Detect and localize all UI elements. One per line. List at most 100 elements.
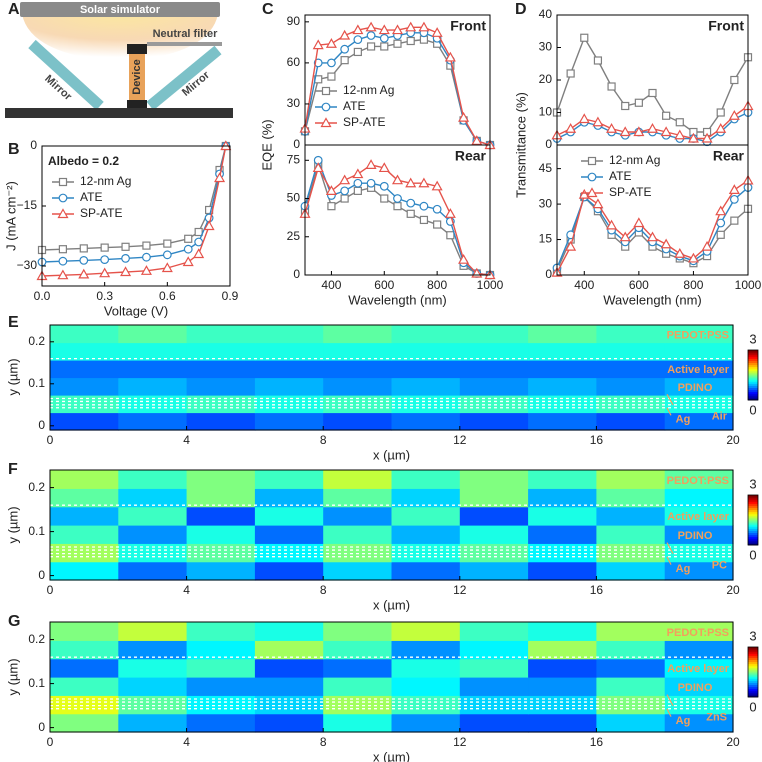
heat-cell <box>323 622 393 641</box>
colorbar-swatch <box>748 387 758 391</box>
colorbar-swatch <box>748 364 758 368</box>
marker <box>194 237 204 247</box>
colorbar-swatch <box>748 515 758 519</box>
marker <box>662 111 671 120</box>
marker <box>431 27 443 37</box>
lamp <box>20 2 220 17</box>
heat-cell <box>528 695 597 715</box>
heat-cell <box>254 470 324 489</box>
mirror <box>28 39 104 111</box>
heat-cell <box>50 640 119 660</box>
heat-cell <box>391 506 461 526</box>
marker <box>648 88 657 98</box>
marker <box>393 202 402 211</box>
colorbar-swatch <box>748 391 758 395</box>
marker <box>184 234 193 243</box>
heat-cell <box>596 658 666 678</box>
heat-cell <box>664 713 734 733</box>
marker <box>57 269 69 280</box>
colorbar-swatch <box>748 688 758 692</box>
colorbar-swatch <box>748 360 758 363</box>
heat-cell <box>50 677 119 696</box>
marker <box>458 253 470 264</box>
heat-cell <box>186 561 256 581</box>
heat-cell <box>391 525 461 544</box>
x-tick-label: 16 <box>590 735 604 749</box>
heat-cell <box>528 561 597 581</box>
colorbar-tick-label: 3 <box>749 476 756 491</box>
heat-cell <box>391 395 461 414</box>
heat-cell <box>118 677 188 696</box>
panel-letter: C <box>262 1 274 18</box>
heat-cell <box>391 360 461 379</box>
marker <box>674 248 686 258</box>
marker <box>366 31 376 40</box>
panel-letter: D <box>515 1 527 18</box>
heat-cell <box>118 543 188 563</box>
marker <box>203 220 215 231</box>
marker <box>312 39 324 50</box>
heat-cell <box>50 412 119 431</box>
marker <box>366 42 376 51</box>
marker <box>619 231 631 242</box>
y-axis-label: y (µm) <box>5 506 20 543</box>
label-arrow <box>666 694 674 706</box>
x-tick-label: 8 <box>320 433 327 447</box>
marker <box>214 172 226 183</box>
marker <box>391 24 404 35</box>
x-tick-label: 20 <box>726 583 740 597</box>
panel-letter: F <box>8 461 18 478</box>
y-axis-label: EQE (%) <box>259 119 274 170</box>
marker <box>140 265 152 275</box>
heat-cell <box>528 360 597 379</box>
colorbar-swatch <box>748 520 758 523</box>
x-tick-label: 1000 <box>735 278 762 292</box>
heat-cell <box>528 412 597 431</box>
y-tick-label: 90 <box>287 14 301 28</box>
heat-cell <box>391 377 461 396</box>
heat-cell <box>118 412 188 431</box>
marker <box>715 205 727 216</box>
x-tick-label: 1000 <box>477 278 504 292</box>
mirror <box>146 45 222 111</box>
marker <box>716 218 726 228</box>
marker <box>729 194 739 204</box>
heat-cell <box>528 543 597 563</box>
heat-cell <box>528 658 597 678</box>
y-tick-label: 30 <box>287 96 301 110</box>
marker <box>444 208 456 218</box>
heat-cell <box>254 377 324 396</box>
heat-cell <box>459 470 529 489</box>
x-tick-label: 12 <box>453 735 467 749</box>
layer-label: PDINO <box>678 530 713 542</box>
colorbar-swatch <box>748 393 758 397</box>
marker <box>100 255 110 265</box>
colorbar-swatch <box>748 383 758 386</box>
heat-cell <box>323 360 393 379</box>
marker <box>433 220 442 229</box>
colorbar-swatch <box>748 513 758 517</box>
x-axis-label: x (µm) <box>373 597 410 612</box>
y-tick-label: 0.2 <box>28 334 45 348</box>
heat-cell <box>528 713 597 733</box>
y-tick-label: 30 <box>539 40 553 54</box>
x-tick-label: 800 <box>427 278 447 292</box>
colorbar-swatch <box>748 542 758 546</box>
y-tick-label: 0.1 <box>28 676 45 690</box>
colorbar-swatch <box>748 663 758 667</box>
heat-cell <box>118 488 188 508</box>
heat-cell <box>323 412 393 431</box>
heat-cell <box>118 506 188 526</box>
x-tick-label: 600 <box>629 278 649 292</box>
heat-cell <box>391 543 461 563</box>
colorbar-swatch <box>748 389 758 393</box>
x-tick-label: 20 <box>726 735 740 749</box>
colorbar-swatch <box>748 503 758 506</box>
marker <box>586 187 598 198</box>
heat-cell <box>118 658 188 678</box>
colorbar-swatch <box>748 665 758 669</box>
marker <box>194 227 203 237</box>
y-tick-label: 0.2 <box>28 632 45 646</box>
heat-cell <box>50 713 119 733</box>
marker <box>339 174 351 185</box>
